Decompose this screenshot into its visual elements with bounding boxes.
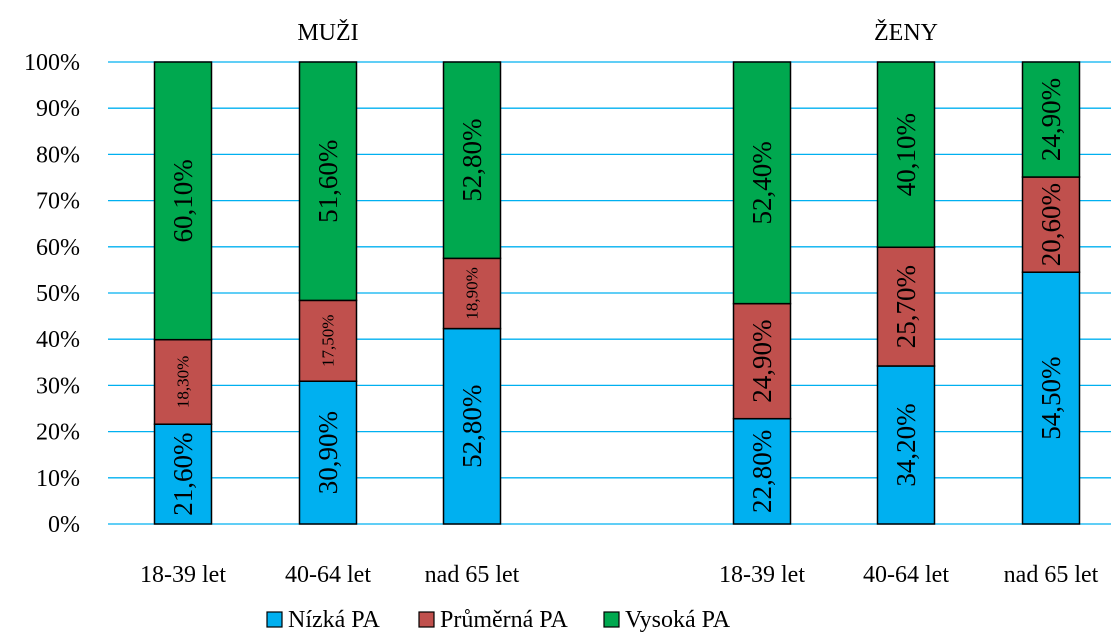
- legend-swatch: [266, 611, 283, 628]
- y-tick-label: 30%: [36, 373, 80, 399]
- data-label: 52,80%: [457, 119, 487, 202]
- legend-swatch: [418, 611, 435, 628]
- y-tick-label: 90%: [36, 96, 80, 122]
- segment-labels: 21,60% 18,30% 60,10% 30,90% 17,50% 51,60% 52,8…: [168, 78, 1066, 516]
- bar-segment: [732, 417, 792, 525]
- y-tick-label: 10%: [36, 466, 80, 492]
- data-label: 20,60%: [1036, 183, 1066, 266]
- legend: Nízká PA Průměrná PA Vysoká PA: [266, 607, 731, 633]
- bar-segment: [153, 61, 213, 341]
- bar-segment: [732, 61, 792, 305]
- bar-segment: [876, 365, 936, 525]
- data-label: 21,60%: [168, 432, 198, 515]
- data-label: 54,50%: [1036, 356, 1066, 439]
- y-tick-label: 70%: [36, 189, 80, 215]
- bar-segment: [1021, 271, 1081, 525]
- group-title: ŽENY: [874, 20, 938, 46]
- data-label: 24,90%: [1036, 78, 1066, 161]
- y-tick-label: 50%: [36, 281, 80, 307]
- legend-label: Průměrná PA: [440, 607, 568, 633]
- group-title: MUŽI: [297, 20, 358, 46]
- data-label: 60,10%: [168, 159, 198, 242]
- bar-segment: [1021, 61, 1081, 178]
- data-label: 40,10%: [891, 113, 921, 196]
- bar-segment: [153, 423, 213, 525]
- y-tick-label: 20%: [36, 420, 80, 446]
- legend-label: Vysoká PA: [625, 607, 731, 633]
- data-label: 52,80%: [457, 385, 487, 468]
- bar-segment: [442, 61, 502, 260]
- legend-label: Nízká PA: [288, 607, 380, 633]
- category-label: 40-64 let: [863, 562, 949, 588]
- bar-segment: [876, 61, 936, 249]
- data-label: 17,50%: [319, 315, 338, 367]
- bar-segment: [298, 299, 358, 382]
- y-tick-label: 0%: [48, 512, 80, 538]
- legend-swatch: [603, 611, 620, 628]
- data-label: 51,60%: [313, 140, 343, 223]
- y-tick-label: 100%: [24, 50, 80, 76]
- category-label: nad 65 let: [1004, 562, 1099, 588]
- data-label: 24,90%: [747, 320, 777, 403]
- bar-segment: [298, 61, 358, 302]
- category-label: nad 65 let: [425, 562, 520, 588]
- category-labels: 18-39 let 40-64 let nad 65 let 18-39 let 40-…: [140, 562, 1099, 588]
- data-label: 18,30%: [174, 356, 193, 408]
- data-label: 52,40%: [747, 141, 777, 224]
- y-tick-label: 60%: [36, 235, 80, 261]
- data-label: 30,90%: [313, 411, 343, 494]
- bar-segment: [298, 380, 358, 525]
- bar-segment: [732, 302, 792, 420]
- category-label: 40-64 let: [285, 562, 371, 588]
- data-label: 25,70%: [891, 265, 921, 348]
- group-titles: MUŽI ŽENY: [297, 20, 938, 46]
- data-label: 18,90%: [463, 267, 482, 319]
- y-axis-tick-labels: 0% 10% 20% 30% 40% 50% 60% 70% 80% 90% 100%: [24, 50, 80, 538]
- data-label: 34,20%: [891, 403, 921, 486]
- category-label: 18-39 let: [140, 562, 226, 588]
- y-tick-label: 80%: [36, 142, 80, 168]
- bar-segment: [153, 338, 213, 425]
- gridlines: [108, 61, 1111, 525]
- bars: [153, 61, 1081, 525]
- y-tick-label: 40%: [36, 327, 80, 353]
- data-label: 22,80%: [747, 430, 777, 513]
- category-label: 18-39 let: [719, 562, 805, 588]
